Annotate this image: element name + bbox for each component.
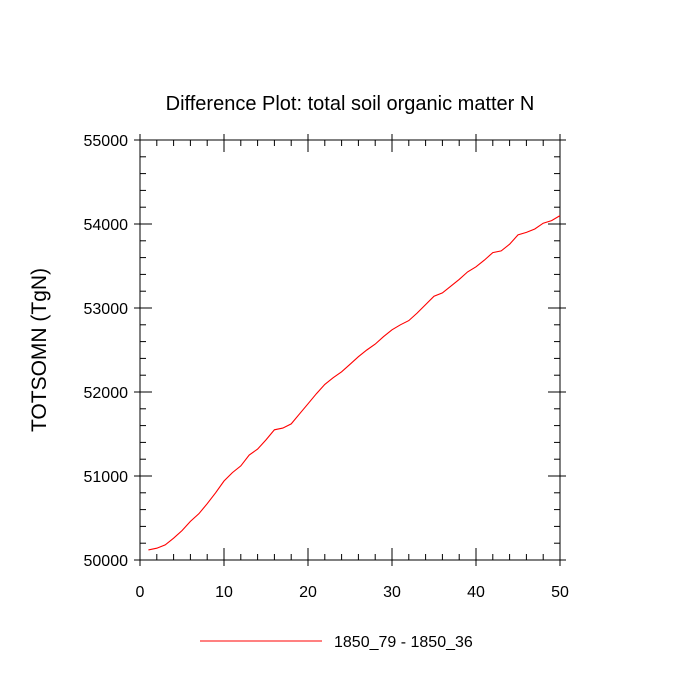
y-tick-label: 55000 (84, 133, 129, 150)
x-tick-label: 10 (215, 584, 233, 601)
x-tick-label: 40 (467, 584, 485, 601)
legend-label: 1850_79 - 1850_36 (334, 634, 473, 651)
y-tick-label: 50000 (84, 553, 129, 570)
x-tick-label: 50 (551, 584, 569, 601)
series-group (148, 215, 561, 551)
x-tick-label: 30 (383, 584, 401, 601)
x-tick-label: 0 (136, 584, 145, 601)
chart-title: Difference Plot: total soil organic matt… (166, 93, 535, 115)
y-tick-label: 51000 (84, 469, 129, 486)
y-axis-label: TOTSOMN (TgN) (28, 268, 51, 432)
y-tick-label: 52000 (84, 385, 129, 402)
plot-frame (139, 139, 561, 561)
y-tick-label: 53000 (84, 301, 129, 318)
series-line (148, 215, 561, 551)
y-tick-label: 54000 (84, 217, 129, 234)
x-tick-label: 20 (299, 584, 317, 601)
legend: 1850_79 - 1850_36 (200, 634, 473, 651)
axes: 0 10 20 30 40 50 50000 51000 52000 53000 54000 5500… (84, 133, 570, 601)
